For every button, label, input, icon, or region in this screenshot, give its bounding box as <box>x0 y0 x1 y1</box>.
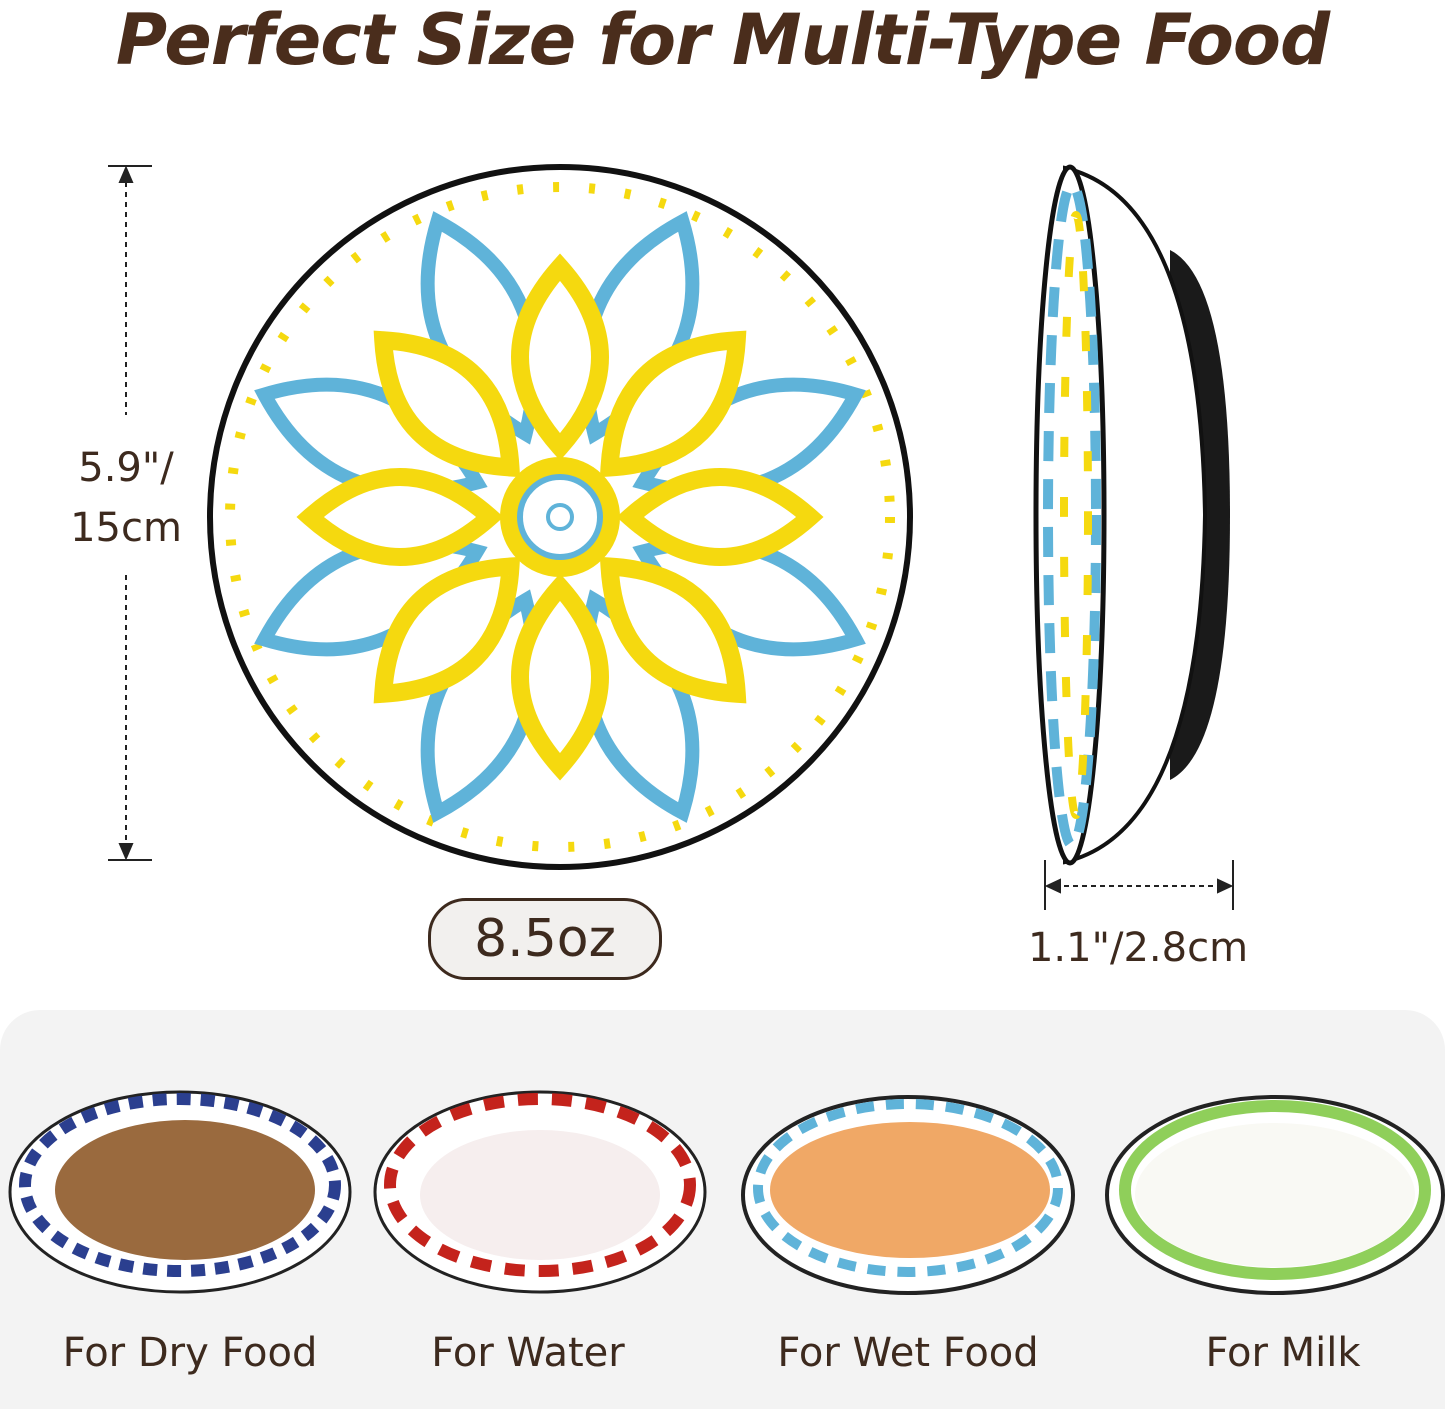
main-plate-top-view <box>207 164 913 870</box>
dry-food-plate <box>8 1090 352 1294</box>
pattern-petal-inner <box>373 330 521 478</box>
height-dimension-line <box>108 165 152 861</box>
use-label-milk: For Milk <box>1205 1330 1361 1376</box>
height-label-cm: 15cm <box>70 505 182 551</box>
pattern-petal-inner <box>296 468 504 566</box>
pattern-petal-inner <box>373 556 521 704</box>
milk-plate <box>1105 1095 1445 1295</box>
use-label-wet-food: For Wet Food <box>777 1330 1039 1376</box>
pattern-petal-inner <box>599 556 747 704</box>
pattern-petal-inner <box>511 573 609 781</box>
page-title: Perfect Size for Multi-Type Food <box>115 0 1330 81</box>
depth-dimension-line <box>1044 860 1234 910</box>
plate-side-view <box>1033 164 1230 866</box>
pattern-petal-inner <box>511 253 609 461</box>
depth-label: 1.1"/2.8cm <box>1027 925 1249 971</box>
height-label-inches: 5.9"/ <box>78 445 174 491</box>
pattern-petal-inner <box>599 330 747 478</box>
water-plate <box>373 1090 707 1294</box>
capacity-badge: 8.5oz <box>428 898 662 980</box>
wet-food-plate <box>741 1095 1075 1295</box>
use-label-water: For Water <box>431 1330 625 1376</box>
use-label-dry-food: For Dry Food <box>62 1330 318 1376</box>
pattern-petal-inner <box>616 468 824 566</box>
